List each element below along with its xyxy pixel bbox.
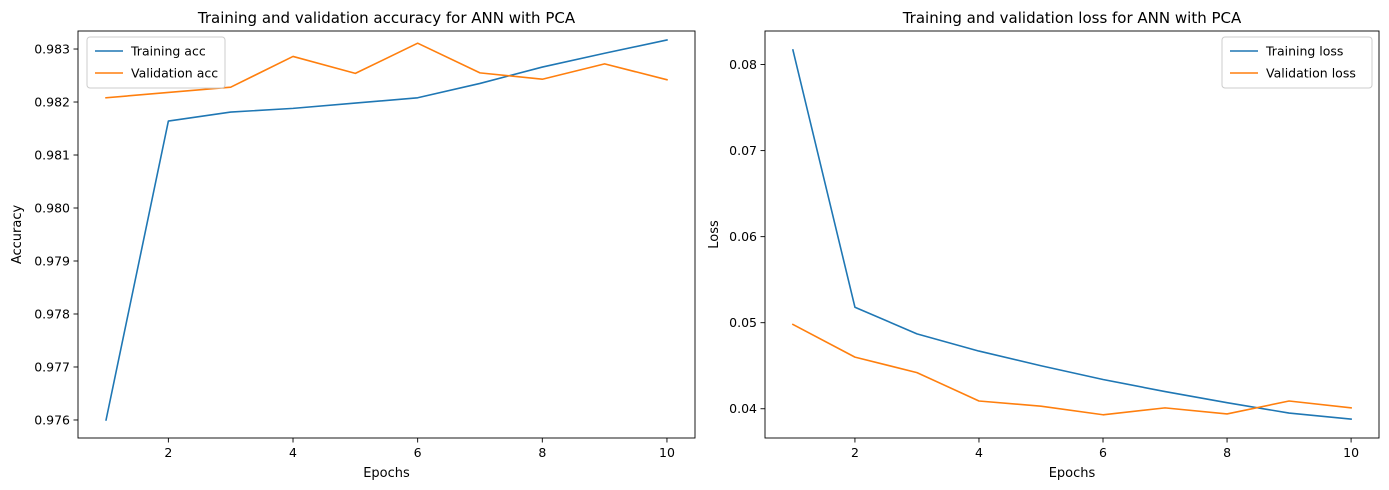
x-tick-label: 4 bbox=[289, 445, 297, 460]
y-tick-label: 0.04 bbox=[729, 401, 757, 416]
chart-title: Training and validation accuracy for ANN… bbox=[197, 9, 576, 27]
legend-label: Validation acc bbox=[131, 66, 218, 81]
legend-box bbox=[1221, 36, 1373, 89]
y-tick-label: 0.976 bbox=[34, 412, 70, 427]
y-tick-label: 0.05 bbox=[729, 315, 757, 330]
y-tick-label: 0.980 bbox=[34, 201, 70, 216]
x-tick-label: 4 bbox=[975, 445, 983, 460]
x-tick-label: 6 bbox=[1099, 445, 1107, 460]
legend-label: Validation loss bbox=[1266, 66, 1356, 81]
series-line-validation bbox=[105, 42, 668, 99]
accuracy-chart: Training and validation accuracy for ANN… bbox=[10, 9, 696, 481]
y-tick-label: 0.07 bbox=[729, 143, 757, 158]
x-axis-label: Epochs bbox=[363, 466, 410, 481]
y-axis-label: Accuracy bbox=[10, 205, 25, 265]
y-axis-label: Loss bbox=[707, 220, 722, 249]
y-tick-label: 0.982 bbox=[34, 95, 70, 110]
y-tick-label: 0.08 bbox=[729, 57, 757, 72]
x-tick-label: 8 bbox=[538, 445, 546, 460]
legend-box bbox=[86, 36, 226, 89]
legend-label: Training acc bbox=[130, 44, 206, 59]
series-line-training bbox=[791, 48, 1352, 420]
y-tick-label: 0.06 bbox=[729, 229, 757, 244]
x-axis-label: Epochs bbox=[1049, 466, 1096, 481]
x-tick-label: 8 bbox=[1223, 445, 1231, 460]
y-tick-label: 0.979 bbox=[34, 253, 70, 268]
x-tick-label: 2 bbox=[851, 445, 859, 460]
series-line-validation bbox=[791, 323, 1352, 416]
plot-frame bbox=[764, 30, 1380, 439]
x-tick-label: 10 bbox=[1343, 445, 1359, 460]
x-tick-label: 10 bbox=[659, 445, 675, 460]
chart-title: Training and validation loss for ANN wit… bbox=[902, 9, 1242, 27]
legend-label: Training loss bbox=[1265, 44, 1343, 59]
y-tick-label: 0.981 bbox=[34, 148, 70, 163]
y-tick-label: 0.978 bbox=[34, 306, 70, 321]
legend: Training loss Validation loss bbox=[1221, 36, 1373, 89]
plot-frame bbox=[77, 30, 696, 439]
series-line-training bbox=[105, 39, 668, 421]
loss-chart: Training and validation loss for ANN wit… bbox=[707, 9, 1380, 481]
y-tick-label: 0.983 bbox=[34, 42, 70, 57]
x-tick-label: 6 bbox=[414, 445, 422, 460]
y-tick-label: 0.977 bbox=[34, 359, 70, 374]
legend: Training acc Validation acc bbox=[86, 36, 226, 89]
x-tick-label: 2 bbox=[164, 445, 172, 460]
